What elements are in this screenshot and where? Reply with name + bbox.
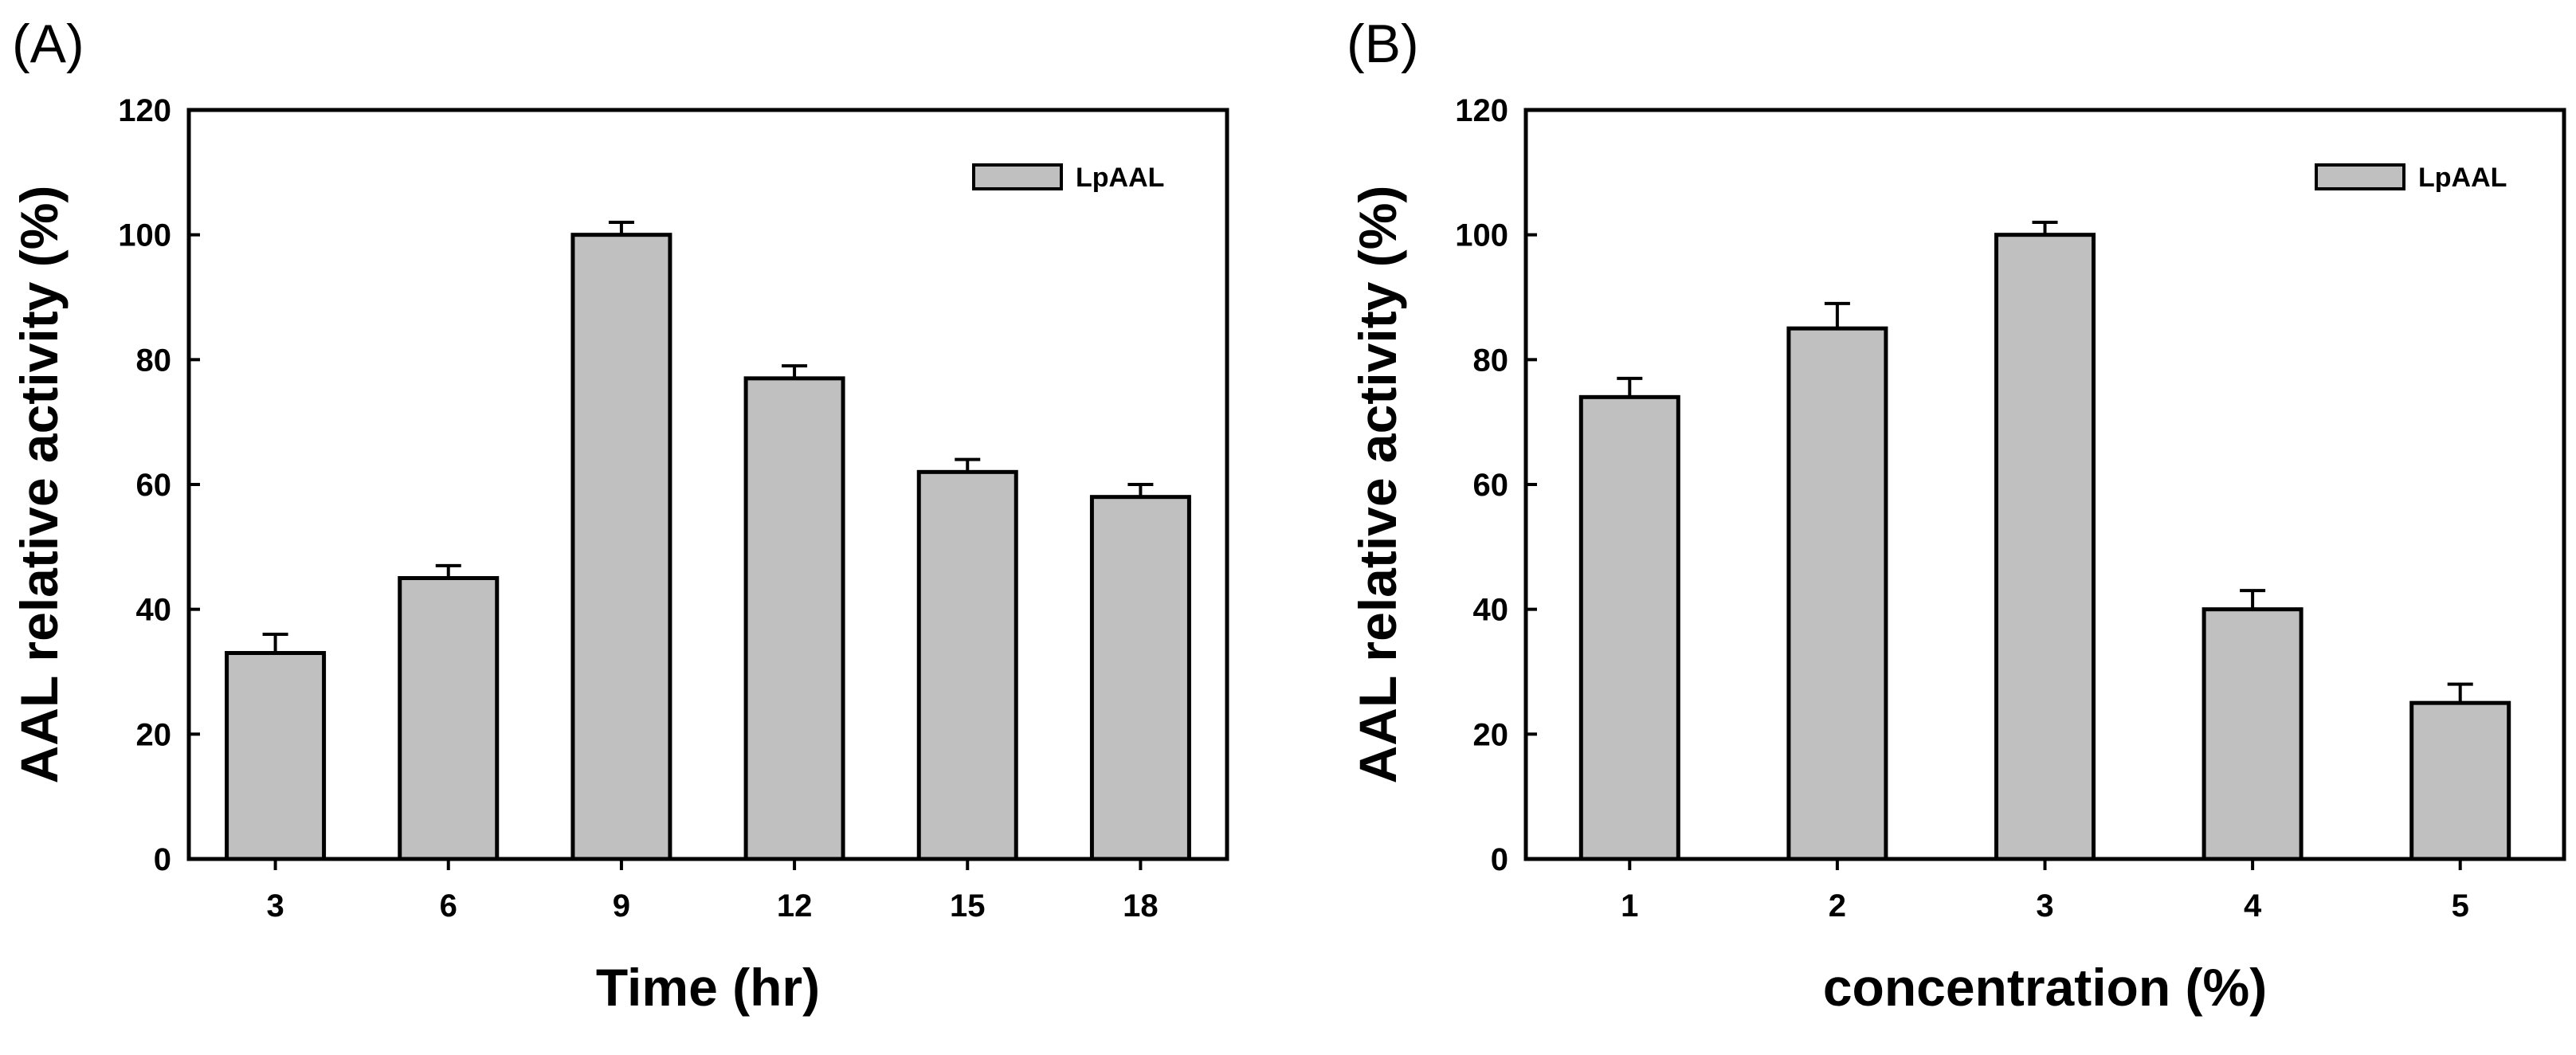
panel-a-ytick-label-0: 0 (154, 842, 171, 877)
panel-b-x-axis-title: concentration (%) (1823, 958, 2267, 1017)
panel-b-legend-label: LpAAL (2418, 163, 2507, 193)
panel-b-ytick-label-80: 80 (1473, 343, 1509, 378)
panel-b-ytick-label-40: 40 (1473, 593, 1509, 628)
panel-a-xtick-label-9: 9 (613, 888, 630, 924)
panel-a-legend-label: LpAAL (1076, 163, 1164, 193)
panel-b-bar-2 (1786, 326, 1888, 861)
panel-a-ytick-label-100: 100 (118, 218, 171, 253)
panel-b-ytick-label-120: 120 (1455, 93, 1508, 128)
panel-b-errorbar-1 (1617, 376, 1643, 398)
panel-b-xtick-label-5: 5 (2452, 888, 2469, 924)
panel-b-ytick-label-60: 60 (1473, 468, 1509, 503)
panel-b-legend-swatch (2315, 163, 2405, 190)
panel-a-ytick-label-20: 20 (136, 717, 172, 752)
panel-a-xtick-label-12: 12 (777, 888, 813, 924)
panel-a-bar-12 (743, 376, 845, 861)
panel-b-bar-4 (2202, 607, 2304, 861)
panel-a-ytick-label-60: 60 (136, 468, 172, 503)
panel-a-ytick-label-40: 40 (136, 593, 172, 628)
panel-a-x-axis-title: Time (hr) (596, 958, 820, 1017)
panel-b-y-axis-title: AAL relative activity (%) (1348, 186, 1407, 784)
panel-b-ytick-label-20: 20 (1473, 717, 1509, 752)
panel-b-ytick-label-0: 0 (1491, 842, 1508, 877)
panel-a-errorbar-12 (782, 364, 808, 378)
panel-b-xtick-label-2: 2 (1829, 888, 1846, 924)
panel-a-legend-swatch (972, 163, 1063, 190)
panel-b-label: (B) (1347, 14, 1419, 74)
panel-b-bar-5 (2409, 700, 2511, 861)
panel-a-bar-3 (225, 651, 327, 861)
panel-b-bar-1 (1578, 394, 1680, 861)
panel-b-xtick-label-4: 4 (2244, 888, 2262, 924)
panel-a-y-axis-title: AAL relative activity (%) (10, 186, 69, 784)
panel-a-errorbar-3 (262, 633, 288, 653)
panel-a-errorbar-9 (608, 221, 634, 235)
panel-a-bar-9 (570, 233, 672, 861)
panel-a-errorbar-6 (435, 563, 461, 578)
panel-b: (B) 0 20 40 60 80 100 120 1 2 3 4 5 concentration (%)… (1347, 14, 2566, 1017)
panel-b-xtick-label-1: 1 (1621, 888, 1638, 924)
panel-a-label: (A) (12, 14, 84, 74)
panel-a-bar-6 (398, 576, 500, 861)
panel-a: (A) 0 20 40 60 80 100 120 3 6 9 12 15 18 Time (hr) AAL … (10, 14, 1229, 1017)
panel-b-errorbar-5 (2447, 682, 2473, 704)
panel-a-ytick-label-120: 120 (118, 93, 171, 128)
panel-b-xtick-label-3: 3 (2036, 888, 2053, 924)
panel-a-bar-15 (916, 469, 1018, 861)
panel-a-plot-frame (186, 108, 1229, 861)
panel-a-errorbar-15 (955, 457, 981, 473)
panel-a-errorbar-18 (1127, 483, 1154, 497)
panel-a-ytick-label-80: 80 (136, 343, 172, 378)
panel-b-legend: LpAAL (2315, 163, 2507, 193)
panel-b-bar-3 (1994, 233, 2096, 861)
panel-a-legend: LpAAL (972, 163, 1164, 193)
panel-a-xtick-label-3: 3 (266, 888, 284, 924)
panel-b-errorbar-3 (2032, 221, 2058, 235)
panel-a-bar-18 (1089, 495, 1191, 861)
panel-a-xtick-label-18: 18 (1123, 888, 1159, 924)
panel-b-ytick-label-100: 100 (1455, 218, 1508, 253)
panel-b-errorbar-2 (1824, 301, 1850, 329)
panel-a-xtick-label-6: 6 (440, 888, 457, 924)
panel-b-errorbar-4 (2240, 589, 2266, 610)
panel-a-xtick-label-15: 15 (950, 888, 986, 924)
